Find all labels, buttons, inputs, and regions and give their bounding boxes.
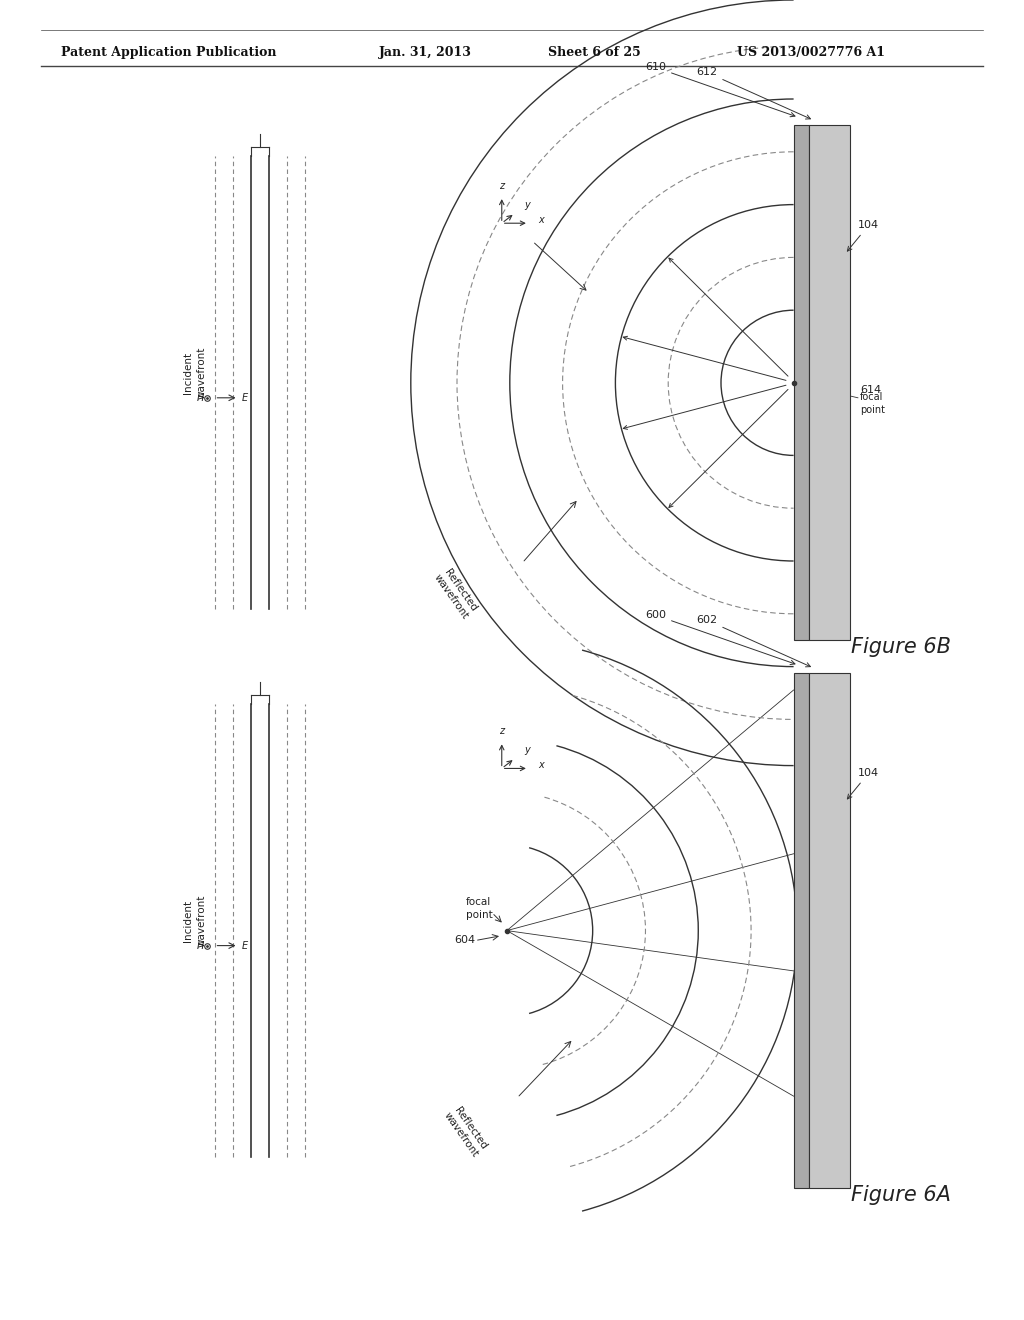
Text: focal
point: focal point [466, 898, 493, 920]
Bar [809, 673, 850, 1188]
Text: Reflected
wavefront: Reflected wavefront [442, 1104, 489, 1159]
Text: y: y [524, 746, 529, 755]
Text: 602: 602 [696, 615, 810, 667]
Bar [809, 125, 850, 640]
Text: 600: 600 [645, 610, 795, 664]
Text: Jan. 31, 2013: Jan. 31, 2013 [379, 46, 472, 59]
Text: 610: 610 [645, 62, 795, 116]
Text: Incident
wavefront: Incident wavefront [183, 895, 207, 946]
Bar [794, 125, 809, 640]
Text: Reflected
wavefront: Reflected wavefront [432, 566, 479, 622]
Text: x: x [538, 760, 544, 771]
Text: Incident
wavefront: Incident wavefront [183, 347, 207, 399]
Text: 614: 614 [860, 385, 881, 395]
Text: Patent Application Publication: Patent Application Publication [61, 46, 276, 59]
Text: E: E [242, 941, 248, 950]
Text: 104: 104 [848, 768, 879, 799]
Text: 612: 612 [696, 67, 810, 119]
Text: H: H [197, 393, 204, 403]
Text: y: y [524, 201, 529, 210]
Text: x: x [538, 215, 544, 226]
Text: z: z [499, 726, 505, 737]
Text: Figure 6B: Figure 6B [851, 638, 951, 657]
Bar [794, 673, 809, 1188]
Text: Figure 6A: Figure 6A [851, 1185, 951, 1205]
Text: 604: 604 [455, 935, 475, 945]
Text: US 2013/0027776 A1: US 2013/0027776 A1 [737, 46, 886, 59]
Text: Sheet 6 of 25: Sheet 6 of 25 [548, 46, 641, 59]
Text: z: z [499, 181, 505, 191]
Text: H: H [197, 941, 204, 950]
Text: 104: 104 [848, 220, 879, 251]
Text: focal
point: focal point [860, 392, 885, 414]
Text: E: E [242, 393, 248, 403]
